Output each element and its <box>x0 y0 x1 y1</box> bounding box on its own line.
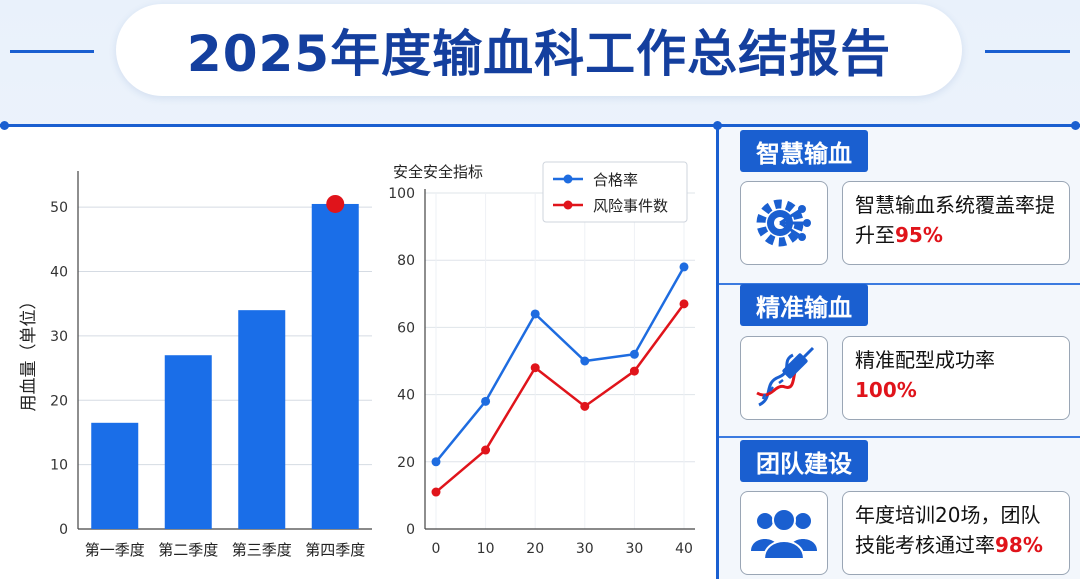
bar-y-tick-label: 20 <box>50 393 68 409</box>
bar <box>311 203 359 530</box>
gear-network-icon <box>740 181 828 265</box>
line-series-1 <box>435 303 686 493</box>
line-point-series-0 <box>580 356 590 366</box>
bar-category-label: 第四季度 <box>305 541 365 559</box>
line-y-tick-label: 40 <box>397 388 415 404</box>
line-point-series-1 <box>580 401 590 411</box>
legend-label: 合格率 <box>593 171 638 189</box>
line-x-tick-label: 20 <box>526 541 544 557</box>
bar-peak-marker <box>326 194 345 213</box>
header-divider <box>0 124 1080 127</box>
line-point-series-0 <box>629 349 639 359</box>
line-x-tick-label: 30 <box>576 541 594 557</box>
panel-divider <box>716 124 719 579</box>
line-x-tick-label: 0 <box>432 541 441 557</box>
page-title: 2025年度输血科工作总结报告 <box>186 25 892 83</box>
title-decor-line-left <box>10 50 94 53</box>
bar-y-axis-label: 用血量（单位） <box>19 293 39 412</box>
title-decor-line-right <box>985 50 1070 53</box>
smart-transfusion-text: 智慧输血系统覆盖率提升至95% <box>842 181 1070 265</box>
dna-syringe-icon <box>740 336 828 420</box>
bar-y-tick-label: 40 <box>50 265 68 281</box>
line-point-series-0 <box>431 457 441 467</box>
bar <box>91 422 139 529</box>
legend-label: 风险事件数 <box>593 197 668 215</box>
line-y-tick-label: 100 <box>388 186 415 202</box>
divider-dot-right <box>1071 121 1080 130</box>
legend-marker <box>563 200 573 210</box>
bar <box>238 310 286 529</box>
section-label-smart: 智慧输血 <box>740 130 868 172</box>
line-series-0 <box>435 266 686 463</box>
bar-category-label: 第二季度 <box>158 541 218 559</box>
bar-y-tick-label: 30 <box>50 329 68 345</box>
line-y-tick-label: 60 <box>397 320 415 336</box>
team-building-text: 年度培训20场，团队技能考核通过率98% <box>842 491 1070 575</box>
line-chart-title: 安全安全指标 <box>393 163 483 181</box>
section-label-team: 团队建设 <box>740 440 868 482</box>
bar-category-label: 第三季度 <box>232 541 292 559</box>
line-legend-box <box>542 161 688 223</box>
section-divider <box>719 436 1080 438</box>
line-point-series-1 <box>530 363 540 373</box>
line-point-series-0 <box>481 396 491 406</box>
section-divider <box>719 283 1080 285</box>
line-point-series-1 <box>431 487 441 497</box>
precision-transfusion-text: 精准配型成功率 100% <box>842 336 1070 420</box>
line-y-tick-label: 0 <box>406 522 415 538</box>
bar-y-tick-label: 0 <box>59 522 68 538</box>
line-point-series-1 <box>629 366 639 376</box>
divider-dot-left <box>0 121 9 130</box>
section-label-precision: 精准输血 <box>740 284 868 326</box>
line-point-series-1 <box>679 299 689 309</box>
bar-category-label: 第一季度 <box>85 541 145 559</box>
line-point-series-0 <box>679 262 689 272</box>
line-x-tick-label: 40 <box>675 541 693 557</box>
bar <box>164 355 212 529</box>
line-point-series-1 <box>481 445 491 455</box>
bar-y-tick-label: 50 <box>50 200 68 216</box>
title-banner: 2025年度输血科工作总结报告 <box>116 4 962 96</box>
line-x-tick-label: 30 <box>625 541 643 557</box>
line-y-tick-label: 80 <box>397 253 415 269</box>
bar-chart: 0 10 20 30 40 50 第一季度 第二季度 第三季度 第四季度 用血量（单位） <box>19 171 372 559</box>
bar-y-tick-label: 10 <box>50 458 68 474</box>
line-x-tick-label: 10 <box>477 541 495 557</box>
line-y-tick-label: 20 <box>397 455 415 471</box>
line-point-series-0 <box>530 309 540 319</box>
team-people-icon <box>740 491 828 575</box>
legend-marker <box>563 174 573 184</box>
